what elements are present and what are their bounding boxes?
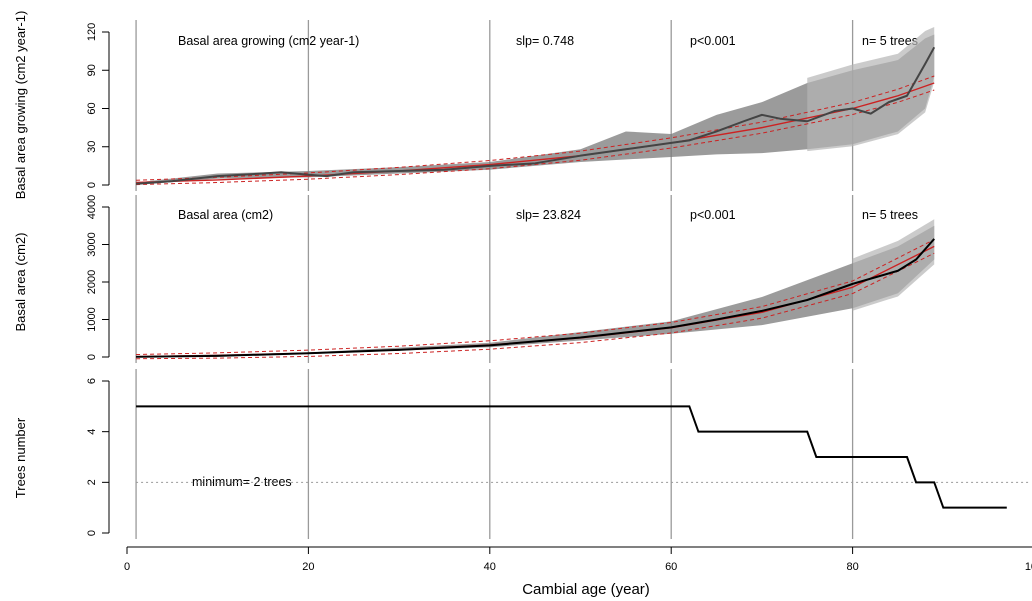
- y-axis-title-trees: Trees number: [13, 417, 28, 498]
- x-tick-label-3: 60: [665, 561, 677, 573]
- panel-area-label: Basal area (cm2): [178, 208, 273, 222]
- x-axis-title: Cambial age (year): [522, 581, 650, 598]
- x-tick-label-0: 0: [124, 561, 130, 573]
- mean-line-1: [136, 238, 935, 358]
- y-tick-label-0-4: 120: [86, 23, 98, 41]
- panel-basal-area: Basal area (cm2) Basal area (cm2) slp= 2…: [13, 195, 935, 363]
- panel-area-pvalue: p<0.001: [690, 208, 736, 222]
- y-axis-title-growth: Basal area growing (cm2 year-1): [13, 11, 28, 200]
- panel-area-slope: slp= 23.824: [516, 208, 581, 222]
- y-tick-label-2-1: 2: [86, 479, 98, 485]
- y-tick-label-2-3: 6: [86, 378, 98, 384]
- y-tick-label-1-3: 3000: [86, 232, 98, 256]
- y-tick-label-0-0: 0: [86, 182, 98, 188]
- x-tick-label-5: 100: [1025, 561, 1032, 573]
- x-tick-label-1: 20: [302, 561, 314, 573]
- x-tick-label-4: 80: [846, 561, 858, 573]
- y-tick-label-2-2: 4: [86, 429, 98, 435]
- y-tick-label-2-0: 0: [86, 530, 98, 536]
- panel-area-n: n= 5 trees: [862, 208, 918, 222]
- envelope-band-1: [136, 225, 935, 357]
- y-axis-title-area: Basal area (cm2): [13, 233, 28, 332]
- fit-ci-line-1-1: [136, 239, 935, 356]
- panel-basal-area-growing: Basal area growing (cm2 year-1) Basal ar…: [13, 11, 936, 200]
- y-tick-label-1-4: 4000: [86, 195, 98, 219]
- envelope-band-0: [136, 34, 935, 185]
- panel-growth-slope: slp= 0.748: [516, 34, 574, 48]
- y-tick-label-0-3: 90: [86, 64, 98, 76]
- envelope-band-late-0: [807, 27, 935, 152]
- y-tick-label-1-0: 0: [86, 354, 98, 360]
- y-tick-label-0-1: 30: [86, 141, 98, 153]
- y-tick-label-1-1: 1000: [86, 307, 98, 331]
- panel-growth-pvalue: p<0.001: [690, 34, 736, 48]
- mean-line-0: [135, 46, 936, 185]
- trees-step-line: [136, 405, 1007, 509]
- panel-growth-label: Basal area growing (cm2 year-1): [178, 34, 359, 48]
- fit-ci-line-1-0: [136, 252, 935, 360]
- x-tick-label-2: 40: [484, 561, 496, 573]
- panel-growth-n: n= 5 trees: [862, 34, 918, 48]
- panel-trees-number: Trees number minimum= 2 trees Cambial ag…: [13, 369, 1032, 598]
- envelope-band-late-1: [852, 219, 935, 311]
- y-tick-label-0-2: 60: [86, 102, 98, 114]
- fit-ci-line-0-0: [136, 89, 935, 186]
- y-tick-label-1-2: 2000: [86, 270, 98, 294]
- fit-ci-line-0-1: [136, 75, 935, 181]
